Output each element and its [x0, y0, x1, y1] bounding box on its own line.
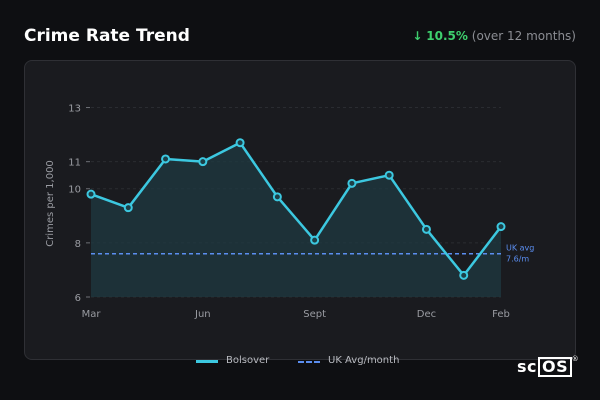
down-arrow-icon: ↓ — [412, 29, 423, 43]
y-tick-label: 8 — [75, 239, 81, 250]
chart-title: Crime Rate Trend — [24, 26, 190, 46]
reference-annotation-line2: 7.6/m — [506, 255, 529, 264]
logo-text: sc — [517, 357, 538, 376]
y-tick-label: 10 — [68, 185, 81, 196]
y-tick-label: 6 — [75, 293, 81, 304]
data-point[interactable] — [347, 178, 357, 188]
x-tick-label: Sept — [303, 309, 326, 320]
data-point[interactable] — [459, 270, 469, 280]
data-point[interactable] — [272, 192, 282, 202]
x-tick-label: Feb — [492, 309, 510, 320]
legend-label-reference: UK Avg/month — [328, 355, 400, 366]
reference-annotation-line1: UK avg — [506, 244, 534, 253]
legend: Bolsover UK Avg/month — [0, 355, 600, 369]
header: Crime Rate Trend ↓ 10.5% (over 12 months… — [24, 26, 576, 50]
y-tick-label: 13 — [68, 104, 81, 115]
data-point[interactable] — [310, 235, 320, 245]
data-point[interactable] — [123, 203, 133, 213]
change-note: (over 12 months) — [471, 29, 576, 43]
data-point[interactable] — [198, 157, 208, 167]
x-tick-label: Mar — [82, 309, 102, 320]
data-point[interactable] — [421, 224, 431, 234]
brand-logo: sc OS ® — [517, 355, 579, 379]
change-percent: 10.5% — [426, 29, 468, 43]
legend-swatch-reference — [298, 361, 320, 363]
registered-mark: ® — [571, 355, 580, 363]
x-tick-label: Dec — [417, 309, 436, 320]
data-point[interactable] — [384, 170, 394, 180]
legend-label-series: Bolsover — [226, 355, 270, 366]
y-axis-label: Crimes per 1,000 — [45, 160, 56, 247]
legend-swatch-series — [196, 360, 218, 363]
data-point[interactable] — [496, 222, 506, 232]
data-point[interactable] — [235, 138, 245, 148]
data-point[interactable] — [161, 154, 171, 164]
x-tick-label: Jun — [194, 309, 211, 320]
data-point[interactable] — [86, 189, 96, 199]
change-indicator: ↓ 10.5% (over 12 months) — [412, 29, 576, 43]
logo-boxed-text: OS — [538, 357, 573, 377]
y-tick-label: 11 — [68, 158, 81, 169]
series-line — [90, 141, 502, 277]
